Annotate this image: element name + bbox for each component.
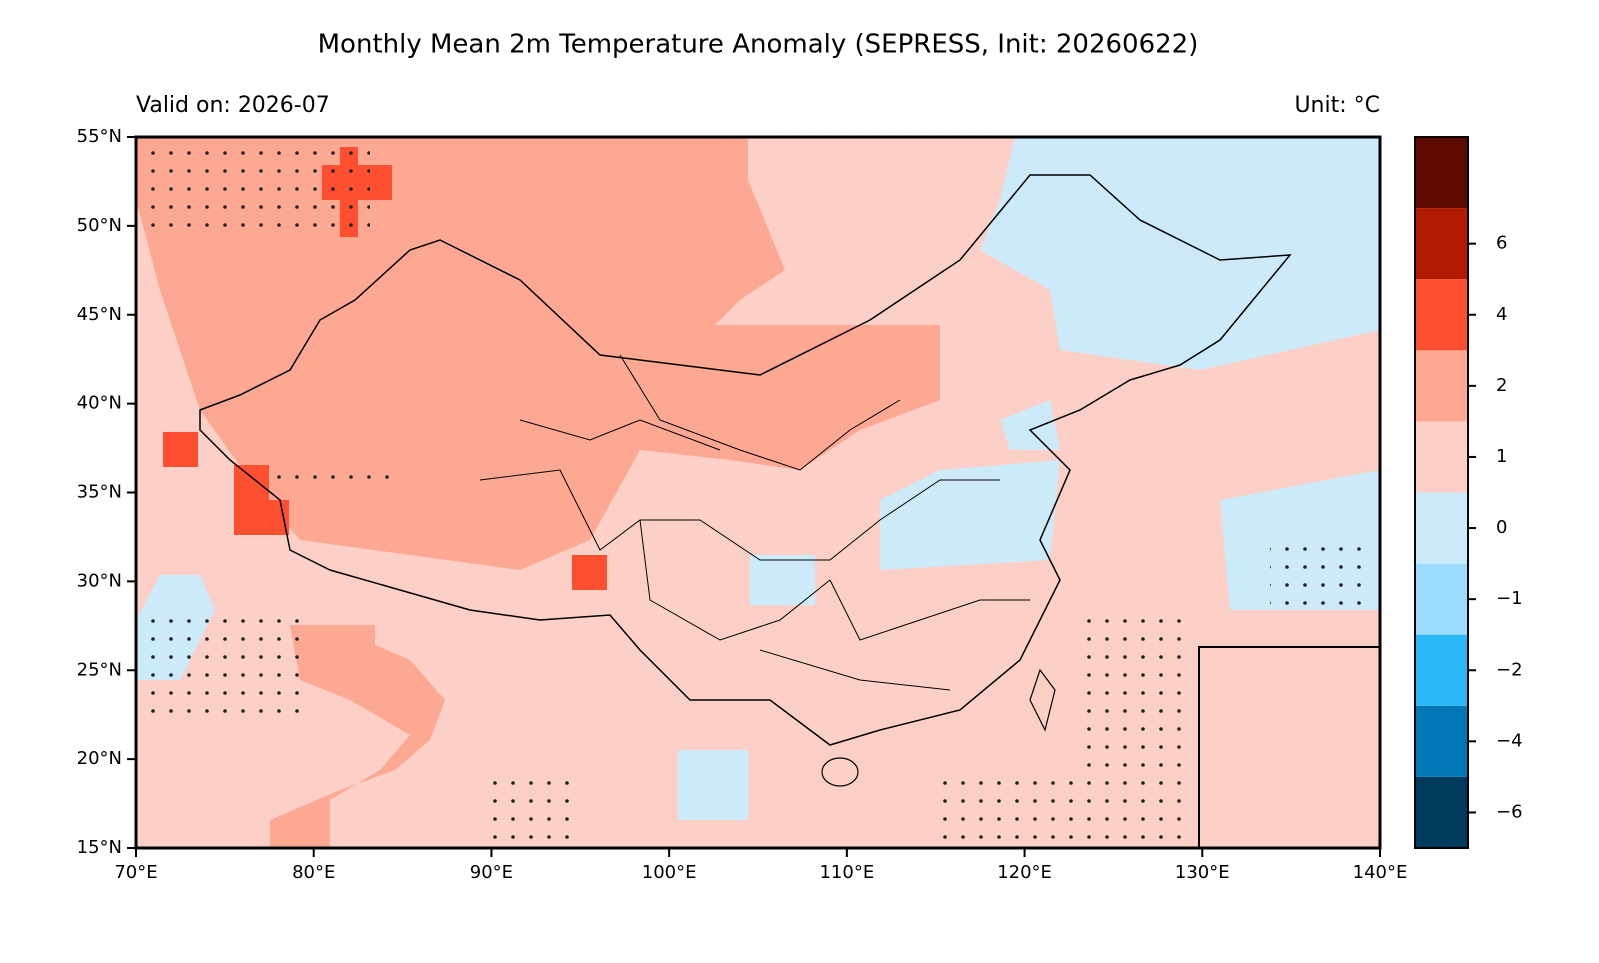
stippling — [490, 770, 580, 840]
colorbar-bin — [1415, 279, 1468, 351]
colorbar-bin — [1415, 137, 1468, 209]
hainan — [821, 757, 859, 787]
colorbar-tick-label: −6 — [1496, 801, 1523, 822]
y-tick-label: 50°N — [77, 215, 122, 236]
unit-label: Unit: °C — [1294, 93, 1380, 118]
colorbar-bin — [1415, 776, 1468, 848]
map-field — [136, 137, 1380, 848]
cool-region — [678, 750, 748, 820]
y-tick-label: 15°N — [77, 837, 122, 858]
x-tick-label: 110°E — [819, 862, 874, 883]
y-tick-label: 40°N — [77, 393, 122, 414]
y-tick-label: 30°N — [77, 570, 122, 591]
hot-spot — [234, 500, 289, 535]
y-tick-label: 35°N — [77, 482, 122, 503]
warm-region — [136, 137, 940, 570]
colorbar-bin — [1415, 421, 1468, 493]
colorbar-bin — [1415, 634, 1468, 706]
colorbar-tick-label: 4 — [1496, 304, 1507, 325]
title: Monthly Mean 2m Temperature Anomaly (SEP… — [318, 30, 1199, 60]
x-tick-label: 70°E — [114, 862, 157, 883]
province-borders — [479, 354, 1030, 691]
hot-spot — [572, 555, 607, 590]
stippling — [1080, 610, 1190, 780]
colorbar-bin — [1415, 492, 1468, 564]
colorbar-tick-label: 2 — [1496, 375, 1507, 396]
stippling — [150, 150, 370, 230]
x-tick-label: 80°E — [292, 862, 335, 883]
colorbar: −6 −4 −2 −1 0 1 2 4 6 — [1415, 137, 1523, 848]
x-tick-label: 130°E — [1175, 862, 1230, 883]
inset-map — [1198, 646, 1380, 848]
subtitle: Valid on: 2026-07 — [136, 93, 330, 118]
colorbar-tick-label: 0 — [1496, 517, 1507, 538]
taiwan — [1029, 668, 1056, 732]
hot-spot — [234, 465, 269, 500]
x-tick-label: 140°E — [1353, 862, 1408, 883]
colorbar-bin — [1415, 563, 1468, 635]
y-tick-label: 20°N — [77, 748, 122, 769]
cool-region — [880, 460, 1060, 570]
colorbar-bin — [1415, 350, 1468, 422]
cool-region — [750, 555, 815, 605]
cool-region — [1000, 400, 1060, 450]
colorbar-tick-label: 6 — [1496, 233, 1507, 254]
y-tick-label: 45°N — [77, 304, 122, 325]
stippling — [1270, 545, 1370, 605]
x-tick-label: 120°E — [997, 862, 1052, 883]
china-outline — [199, 174, 1292, 746]
colorbar-tick-label: −2 — [1496, 659, 1523, 680]
y-tick-label: 25°N — [77, 659, 122, 680]
x-tick-label: 90°E — [470, 862, 513, 883]
colorbar-bin — [1415, 705, 1468, 777]
colorbar-tick-label: −1 — [1496, 588, 1523, 609]
colorbar-tick-label: −4 — [1496, 730, 1523, 751]
y-tick-label: 55°N — [77, 126, 122, 147]
colorbar-bin — [1415, 208, 1468, 280]
colorbar-frame — [1414, 136, 1469, 849]
warm-region — [270, 625, 445, 848]
colorbar-tick-label: 1 — [1496, 446, 1507, 467]
stippling — [940, 770, 1190, 840]
stippling — [270, 470, 390, 490]
hot-spot — [163, 432, 198, 467]
x-tick-label: 100°E — [642, 862, 697, 883]
cool-region — [980, 137, 1380, 370]
stippling — [150, 610, 310, 720]
